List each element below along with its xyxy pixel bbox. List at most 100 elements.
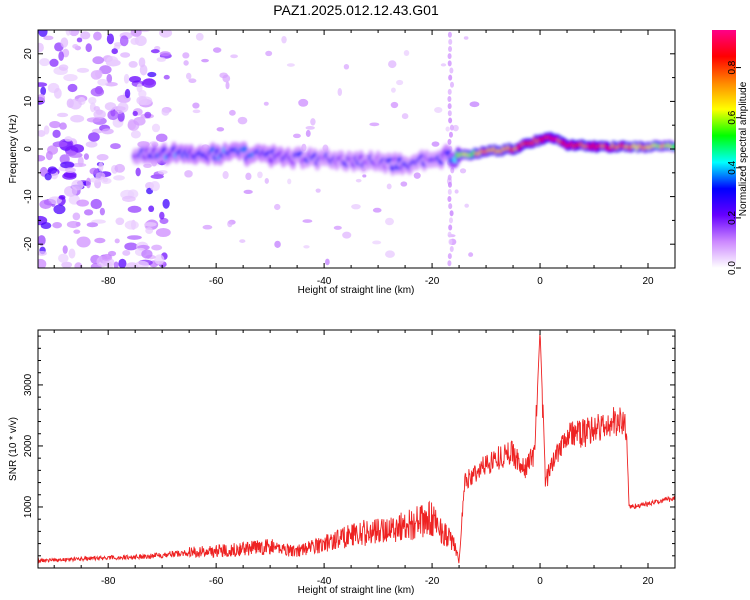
- noise-blob: [384, 250, 395, 258]
- noise-blob: [67, 83, 78, 93]
- colorbar-tick-label: 0.8: [727, 60, 738, 74]
- noise-blob: [52, 129, 61, 138]
- streak-blob: [447, 88, 452, 95]
- noise-blob: [92, 56, 104, 65]
- noise-blob: [88, 96, 97, 105]
- noise-blob: [257, 171, 263, 179]
- noise-blob: [64, 185, 78, 197]
- noise-blob: [118, 258, 127, 268]
- noise-blob: [90, 87, 105, 97]
- noise-blob: [133, 116, 146, 126]
- noise-blob: [114, 163, 126, 173]
- noise-blob: [162, 198, 170, 209]
- noise-blob: [38, 93, 46, 103]
- noise-blob: [287, 178, 292, 185]
- noise-blob: [106, 56, 119, 66]
- x-tick-label: -20: [425, 576, 440, 587]
- snr-y-axis: 1000 2000 3000: [23, 335, 675, 557]
- noise-blob: [132, 110, 138, 117]
- colorbar-label: Normalized spectral amplitude: [738, 81, 749, 216]
- noise-blob: [184, 170, 193, 178]
- noise-blob: [105, 82, 118, 87]
- noise-blob: [62, 172, 77, 180]
- noise-blob: [38, 258, 47, 268]
- x-tick-label: -40: [317, 276, 332, 287]
- noise-blob: [150, 49, 160, 54]
- noise-blob: [227, 220, 233, 228]
- snr-panel: -80 -60 -40 -20 0 20 1000 2000 3000 Height of s…: [8, 329, 676, 596]
- noise-blob: [159, 211, 165, 220]
- noise-blob: [431, 141, 440, 147]
- noise-blob: [192, 102, 200, 109]
- noise-blob: [305, 125, 315, 130]
- noise-blob: [216, 127, 225, 132]
- noise-blob: [97, 78, 108, 86]
- noise-blob: [53, 87, 62, 99]
- noise-blob: [182, 52, 190, 59]
- y-tick-label: -20: [23, 237, 34, 252]
- noise-blob: [369, 122, 380, 127]
- noise-blob: [263, 101, 269, 106]
- noise-blob: [325, 258, 330, 266]
- noise-blob: [49, 58, 59, 67]
- noise-blob: [90, 198, 102, 210]
- noise-blob: [195, 32, 204, 41]
- streak-blob: [448, 117, 453, 124]
- x-tick-label: -60: [209, 276, 224, 287]
- noise-blob: [104, 102, 117, 111]
- streak-blob: [448, 74, 453, 81]
- y-tick-label: 1000: [23, 495, 34, 518]
- streak-blob: [448, 46, 453, 53]
- noise-blob: [130, 30, 142, 37]
- noise-blob: [212, 47, 222, 53]
- noise-blob: [100, 177, 112, 184]
- noise-blob: [156, 57, 167, 62]
- noise-blob: [64, 136, 73, 142]
- noise-blob: [143, 163, 152, 168]
- noise-blob: [463, 36, 469, 40]
- figure-title: PAZ1.2025.012.12.43.G01: [273, 2, 439, 18]
- noise-blob: [43, 125, 50, 135]
- streak-blob: [447, 253, 452, 260]
- noise-blob: [333, 225, 342, 230]
- noise-blob: [76, 37, 83, 43]
- noise-blob: [53, 204, 66, 215]
- streak-blob: [449, 210, 454, 217]
- noise-blob: [113, 175, 125, 181]
- noise-blob: [201, 58, 209, 63]
- noise-blob: [151, 123, 161, 133]
- noise-blob: [445, 126, 450, 132]
- streak-blob: [449, 245, 454, 252]
- noise-blob: [302, 219, 313, 223]
- noise-blob: [403, 49, 410, 57]
- noise-blob: [68, 248, 76, 259]
- noise-blob: [139, 64, 148, 76]
- noise-blob: [48, 196, 62, 205]
- y-tick-label: 3000: [23, 373, 34, 396]
- noise-blob: [38, 250, 47, 256]
- noise-blob: [124, 242, 138, 251]
- noise-blob: [434, 107, 443, 113]
- noise-blob: [111, 48, 118, 55]
- noise-blob: [113, 261, 119, 268]
- noise-blob: [59, 122, 67, 130]
- noise-blob: [452, 124, 459, 132]
- streak-blob: [447, 231, 452, 238]
- x-tick-label: -80: [101, 576, 116, 587]
- noise-blob: [38, 30, 48, 37]
- noise-blob: [99, 207, 105, 216]
- noise-blob: [315, 188, 321, 193]
- noise-blob: [123, 73, 130, 84]
- noise-blob: [129, 76, 142, 83]
- noise-blob: [43, 35, 54, 41]
- noise-blob: [80, 31, 91, 40]
- snr-x-axis: -80 -60 -40 -20 0 20: [53, 330, 676, 587]
- noise-blob: [63, 74, 78, 82]
- streak-blob: [447, 188, 452, 195]
- spectrogram-ridge: [131, 132, 675, 176]
- noise-blob: [141, 249, 153, 259]
- spectrogram-panel: -80 -60 -40 -20 0 20 -20 -10 0 10 20 Height of st…: [8, 29, 676, 296]
- noise-blob: [86, 222, 99, 228]
- noise-blob: [138, 89, 147, 98]
- colorbar-axis: 0.0 0.2 0.4 0.6 0.8: [727, 60, 741, 275]
